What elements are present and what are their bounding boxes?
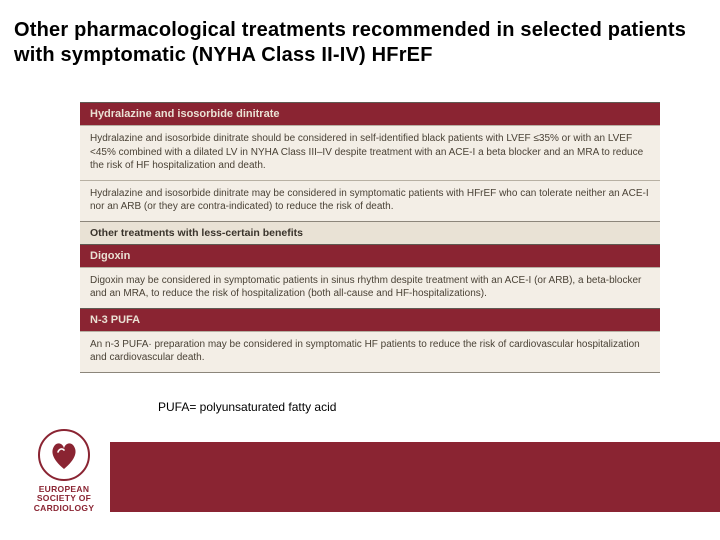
page-title: Other pharmacological treatments recomme… xyxy=(0,0,720,74)
footnote: PUFA= polyunsaturated fatty acid xyxy=(158,400,336,414)
esc-logo: EUROPEAN SOCIETY OF CARDIOLOGY xyxy=(20,429,108,514)
recommendation-row: Hydralazine and isosorbide dinitrate sho… xyxy=(80,125,660,180)
recommendation-row: Hydralazine and isosorbide dinitrate may… xyxy=(80,180,660,221)
section-header: N-3 PUFA xyxy=(80,308,660,331)
section-header: Hydralazine and isosorbide dinitrate xyxy=(80,102,660,125)
section-header: Digoxin xyxy=(80,244,660,267)
footer-bar xyxy=(110,442,720,512)
section-subheader: Other treatments with less-certain benef… xyxy=(80,221,660,244)
recommendation-row: An n-3 PUFA· preparation may be consider… xyxy=(80,331,660,373)
recommendation-table: Hydralazine and isosorbide dinitrate Hyd… xyxy=(80,102,660,373)
logo-text-line: CARDIOLOGY xyxy=(20,504,108,514)
recommendation-row: Digoxin may be considered in symptomatic… xyxy=(80,267,660,308)
heart-icon xyxy=(38,429,90,481)
